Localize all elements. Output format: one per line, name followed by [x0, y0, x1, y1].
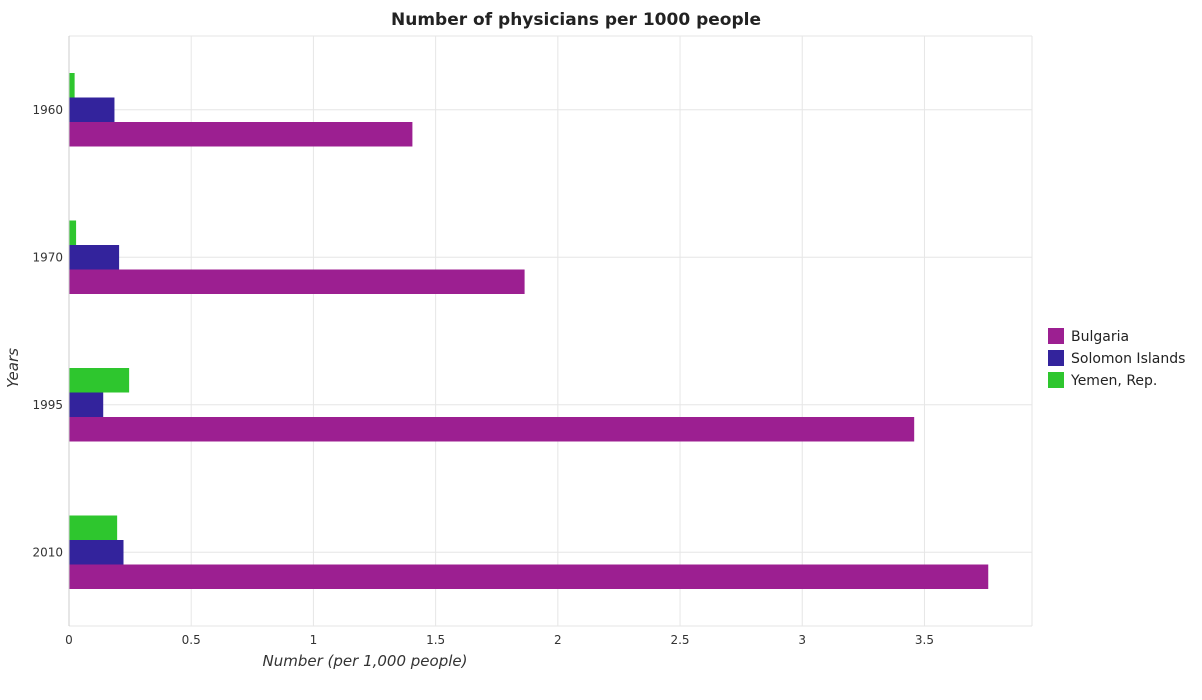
x-tick-label: 1.5: [426, 633, 445, 647]
gridlines: [68, 35, 1033, 627]
axes: 0 0.5 1 1.5 2 2.5 3 3.5 1960 1970 1995 2010: [32, 36, 934, 647]
bar-yemen-rep-1995: [69, 368, 130, 393]
bar-bulgaria-1970: [69, 269, 525, 294]
y-tick-label: 2010: [32, 545, 63, 559]
legend-swatch: [1048, 328, 1064, 344]
y-tick-label: 1995: [32, 398, 63, 412]
x-axis-label: Number (per 1,000 people): [263, 652, 468, 670]
x-tick-label: 1: [310, 633, 318, 647]
bar-bulgaria-2010: [69, 564, 989, 589]
bar-bulgaria-1995: [69, 417, 915, 442]
bar-solomon-islands-2010: [69, 540, 124, 565]
bar-solomon-islands-1995: [69, 392, 104, 417]
x-tick-label: 3.5: [915, 633, 934, 647]
legend-label: Yemen, Rep.: [1070, 373, 1157, 389]
bar-yemen-rep-1970: [69, 220, 77, 245]
legend-swatch: [1048, 372, 1064, 388]
x-tick-label: 2.5: [670, 633, 689, 647]
bar-solomon-islands-1970: [69, 245, 120, 270]
y-axis-label: Years: [4, 348, 22, 388]
legend-label: Solomon Islands: [1071, 351, 1185, 367]
bar-solomon-islands-1960: [69, 97, 115, 122]
y-tick-label: 1960: [32, 103, 63, 117]
x-tick-label: 0.5: [182, 633, 201, 647]
bar-yemen-rep-1960: [69, 73, 75, 98]
x-tick-label: 0: [65, 633, 73, 647]
legend: Bulgaria Solomon Islands Yemen, Rep.: [1048, 328, 1185, 389]
chart-title: Number of physicians per 1000 people: [391, 10, 761, 30]
bar-yemen-rep-2010: [69, 515, 118, 540]
y-tick-label: 1970: [32, 250, 63, 264]
legend-swatch: [1048, 350, 1064, 366]
legend-label: Bulgaria: [1071, 329, 1129, 345]
bar-bulgaria-1960: [69, 122, 413, 147]
bars: [69, 73, 989, 589]
x-tick-label: 2: [554, 633, 562, 647]
x-tick-label: 3: [798, 633, 806, 647]
